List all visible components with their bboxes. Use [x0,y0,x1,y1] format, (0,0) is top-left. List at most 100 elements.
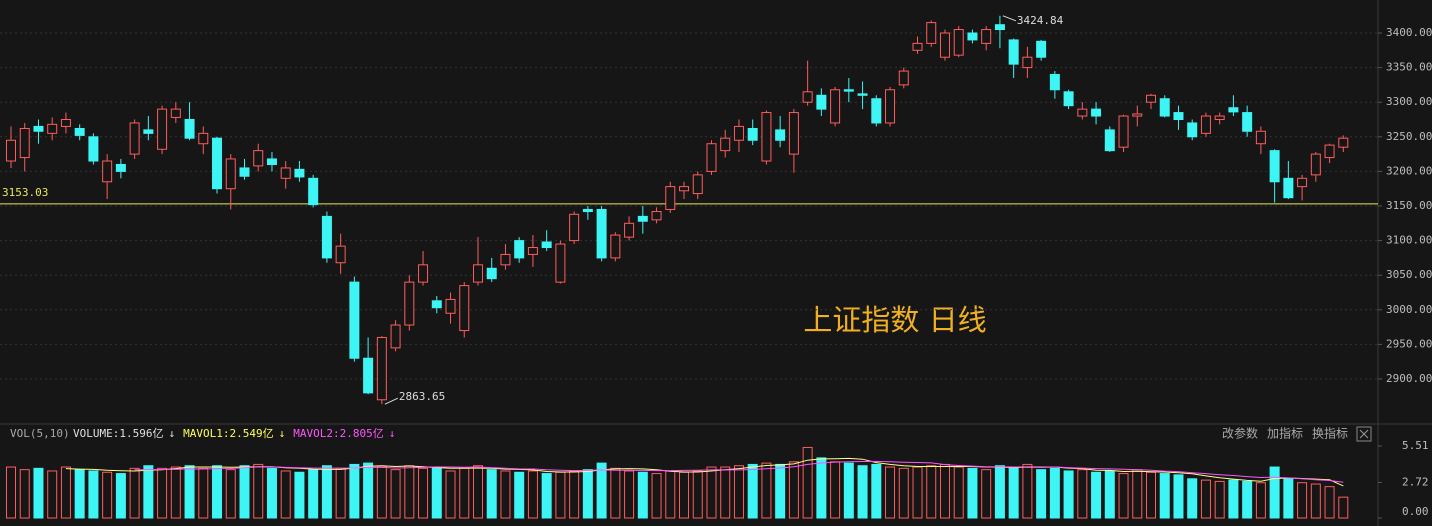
volume-bar [582,469,593,519]
candle-body [939,32,950,58]
volume-bar [898,467,909,519]
candle-body [610,234,621,259]
candle-body [253,150,264,167]
volume-bar [266,467,277,519]
volume-indicator: VOL(5,10) [10,427,70,440]
volume-bar [6,466,16,519]
volume-bar [321,465,332,519]
volume-legend-arrow: ↓ [389,427,396,440]
volume-legend: MAVOL1:2.549亿 [183,427,273,440]
candle-body [1214,115,1225,121]
candle-body [390,324,401,349]
candle-body [349,281,360,359]
volume-bar [637,471,648,519]
candle-body [1187,122,1198,138]
volume-bar [692,470,703,519]
candle-body [761,112,772,162]
candle-body [445,298,456,314]
candle-body [981,29,992,44]
volume-bar [1104,470,1115,519]
candle-body [1104,129,1115,152]
candle-body [624,222,635,238]
candle-body [143,129,154,134]
candle-body [459,285,470,332]
volume-legend: MAVOL2:2.805亿 [293,427,383,440]
volume-bar [170,466,181,519]
candle-body [500,253,511,266]
candle-body [1255,130,1266,145]
volume-legend: VOLUME:1.596亿 [73,427,163,440]
volume-bar [1214,480,1225,519]
volume-bar [157,467,168,519]
candle-body [1049,74,1060,91]
candle-body [898,70,909,86]
volume-bar [596,462,607,519]
volume-bar [280,470,291,519]
y-tick-label: 2900.00 [1386,372,1432,385]
candle-body [47,123,58,134]
candle-body [1159,98,1170,117]
volume-bar [1146,471,1157,519]
candle-body [1242,112,1253,132]
volume-bar [967,467,978,519]
volume-bar [472,465,483,519]
candle-body [266,158,277,165]
toolbar-button[interactable]: 换指标 [1312,426,1348,441]
volume-bar [294,471,305,519]
candle-body [733,125,744,141]
volume-bar [418,467,429,519]
candle-body [74,127,85,136]
candle-body [885,89,896,124]
candle-body [335,245,346,264]
volume-bar [500,470,511,519]
volume-bar [308,469,319,519]
close-icon[interactable] [1359,429,1369,439]
candle-body [637,215,648,222]
candle-body [6,139,16,162]
candle-body [1200,115,1211,134]
candle-body [953,29,964,56]
candle-body [376,336,387,401]
volume-bar [225,469,236,519]
candle-body [1077,108,1088,117]
volume-bar [1269,466,1280,519]
toolbar-button[interactable]: 加指标 [1267,426,1303,441]
volume-bar [1297,482,1308,519]
candle-body [60,119,71,127]
volume-bar [212,465,223,519]
volume-bar [431,466,442,519]
volume-bar [885,466,896,519]
toolbar-button[interactable]: 改参数 [1222,426,1258,441]
candle-body [321,215,332,259]
volume-legend-arrow: ↓ [279,427,286,440]
candle-body [1324,144,1335,159]
candle-body [541,241,552,249]
volume-bar [1242,480,1253,519]
volume-bar [363,462,374,519]
candle-body [830,89,841,124]
volume-bar [1118,473,1129,519]
volume-bar [349,463,360,519]
candle-body [404,281,415,326]
candle-body [19,127,30,159]
y-tick-label: 3300.00 [1386,95,1432,108]
volume-bar [733,465,744,519]
y-tick-label: 2950.00 [1386,337,1432,350]
candle-body [665,186,676,210]
volume-bar [788,461,799,519]
candle-body [472,264,483,283]
candle-body [1146,94,1157,103]
volume-bar [775,463,786,519]
candle-body [967,32,978,41]
y-tick-label: 3000.00 [1386,303,1432,316]
candle-body [1310,153,1321,176]
candle-body [1297,177,1308,188]
high-annotation: 3424.84 [1017,14,1064,27]
volume-bar [720,466,731,519]
y-tick-label: 3150.00 [1386,199,1432,212]
candle-body [926,22,937,44]
close-button[interactable] [1356,426,1372,442]
candle-body [912,42,923,51]
volume-bar [19,469,30,519]
volume-bar [816,457,827,519]
